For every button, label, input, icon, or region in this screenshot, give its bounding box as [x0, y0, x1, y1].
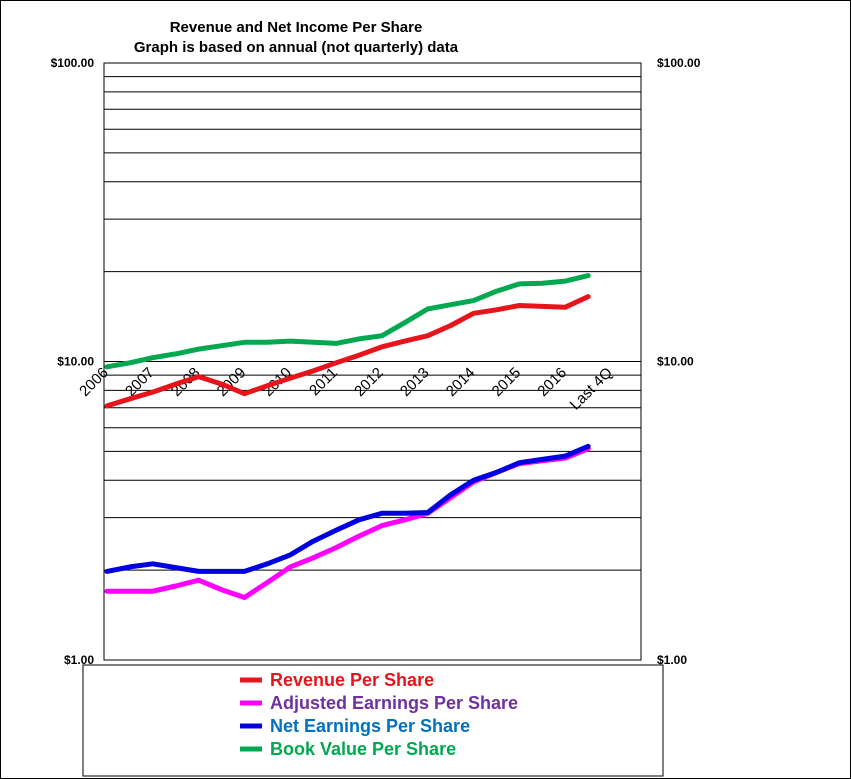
y-tick-label-left: $1.00: [64, 653, 94, 667]
x-tick-label: 2006: [76, 364, 112, 400]
legend-label: Net Earnings Per Share: [270, 716, 470, 736]
legend-label: Revenue Per Share: [270, 670, 434, 690]
series-line: [104, 273, 591, 370]
y-tick-label-right: $10.00: [657, 355, 694, 369]
y-tick-label-right: $100.00: [657, 56, 701, 70]
series-line: [104, 443, 591, 574]
legend: Revenue Per Share Adjusted Earnings Per S…: [82, 664, 664, 777]
x-tick-label: 2014: [443, 364, 479, 400]
gridlines: [104, 62, 641, 571]
legend-box: [82, 664, 664, 777]
x-tick-label: Last 4Q: [567, 364, 616, 413]
chart-title: Revenue and Net Income Per Share: [170, 19, 423, 36]
y-tick-label-left: $10.00: [57, 355, 94, 369]
series-line: [104, 294, 591, 409]
legend-label: Book Value Per Share: [270, 739, 456, 759]
y-tick-label-right: $1.00: [657, 653, 687, 667]
x-axis: 2006 2007 2008 2009 2010 2011 2012 2013 2014 2015…: [76, 364, 616, 413]
x-tick-label: 2012: [351, 364, 387, 400]
x-tick-label: 2015: [489, 364, 525, 400]
series-lines: [104, 273, 591, 600]
x-tick-label: 2013: [397, 364, 433, 400]
y-tick-label-left: $100.00: [51, 56, 95, 70]
y-axis-right: $1.00 $10.00 $100.00: [657, 56, 701, 667]
y-axis-left: $1.00 $10.00 $100.00: [51, 56, 95, 667]
chart-subtitle: Graph is based on annual (not quarterly)…: [134, 39, 459, 56]
plot-area: [103, 62, 642, 661]
legend-label: Adjusted Earnings Per Share: [270, 693, 518, 713]
x-tick-label: 2016: [534, 364, 570, 400]
